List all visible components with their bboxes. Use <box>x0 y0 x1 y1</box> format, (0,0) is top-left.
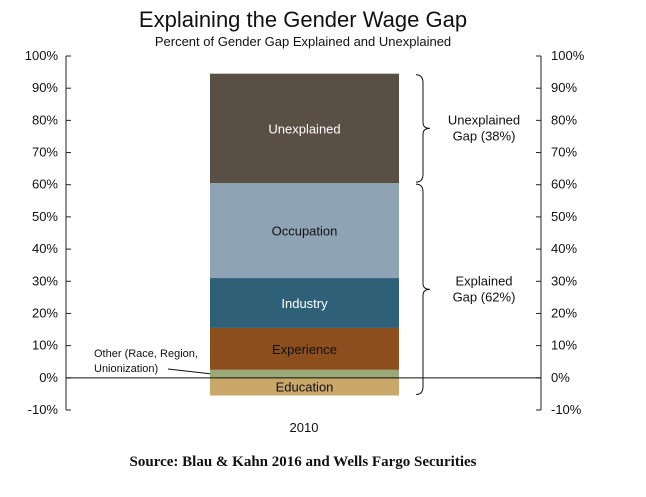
y-tick-label-right: 100% <box>551 48 585 63</box>
segment-label-industry: Industry <box>281 296 328 311</box>
y-tick-label-right: 90% <box>551 80 577 95</box>
source-note: Source: Blau & Kahn 2016 and Wells Fargo… <box>130 454 477 470</box>
other-note-line: Other (Race, Region, <box>94 348 198 360</box>
y-tick-label-right: 10% <box>551 338 577 353</box>
brace-label-line: Gap (62%) <box>453 289 516 304</box>
bar-segment-education <box>210 377 399 396</box>
y-tick-label-left: 80% <box>32 112 58 127</box>
segment-label-occupation: Occupation <box>272 224 338 239</box>
y-tick-label-left: 0% <box>39 370 58 385</box>
stacked-bar: Education Experience Industry Occupation Une… <box>66 73 541 396</box>
y-tick-label-left: 60% <box>32 177 58 192</box>
bar-segment-other-race-region-unionization <box>210 369 399 378</box>
y-tick-label-left: -10% <box>28 402 59 417</box>
segment-label-unexplained: Unexplained <box>268 121 340 136</box>
axes: -10% -10% 0% 0% 10% 10% 20% 20% 30% 30% 40% 40% 50% 5… <box>25 48 585 417</box>
segment-label-experience: Experience <box>272 342 337 357</box>
chart-title: Explaining the Gender Wage Gap <box>139 7 467 32</box>
y-tick-label-left: 30% <box>32 273 58 288</box>
x-tick-label: 2010 <box>290 420 319 435</box>
y-tick-label-right: 30% <box>551 273 577 288</box>
brace-label-line: Explained <box>455 273 512 288</box>
other-note-line: Unionization) <box>94 363 158 375</box>
y-tick-label-left: 70% <box>32 145 58 160</box>
y-tick-label-right: 80% <box>551 112 577 127</box>
y-tick-label-left: 10% <box>32 338 58 353</box>
y-tick-label-left: 100% <box>25 48 59 63</box>
bar-segment-industry <box>210 278 399 328</box>
y-tick-label-right: 40% <box>551 241 577 256</box>
y-tick-label-right: 50% <box>551 209 577 224</box>
y-tick-label-right: 0% <box>551 370 570 385</box>
segment-label-education: Education <box>276 380 334 395</box>
y-tick-label-right: -10% <box>551 402 582 417</box>
brace-label-line: Gap (38%) <box>453 128 516 143</box>
bar-segment-experience <box>210 327 399 370</box>
y-tick-label-left: 50% <box>32 209 58 224</box>
y-tick-label-right: 60% <box>551 177 577 192</box>
bar-segment-occupation <box>210 183 399 279</box>
y-tick-label-right: 70% <box>551 145 577 160</box>
y-tick-label-left: 90% <box>32 80 58 95</box>
brace-1 <box>415 183 431 396</box>
y-tick-label-right: 20% <box>551 305 577 320</box>
y-tick-label-left: 20% <box>32 305 58 320</box>
y-tick-label-left: 40% <box>32 241 58 256</box>
other-leader-line <box>167 368 211 375</box>
brace-label-line: Unexplained <box>448 112 520 127</box>
bar-segment-unexplained <box>210 73 399 184</box>
chart-subtitle: Percent of Gender Gap Explained and Unex… <box>155 34 451 49</box>
brace-0 <box>415 74 431 183</box>
